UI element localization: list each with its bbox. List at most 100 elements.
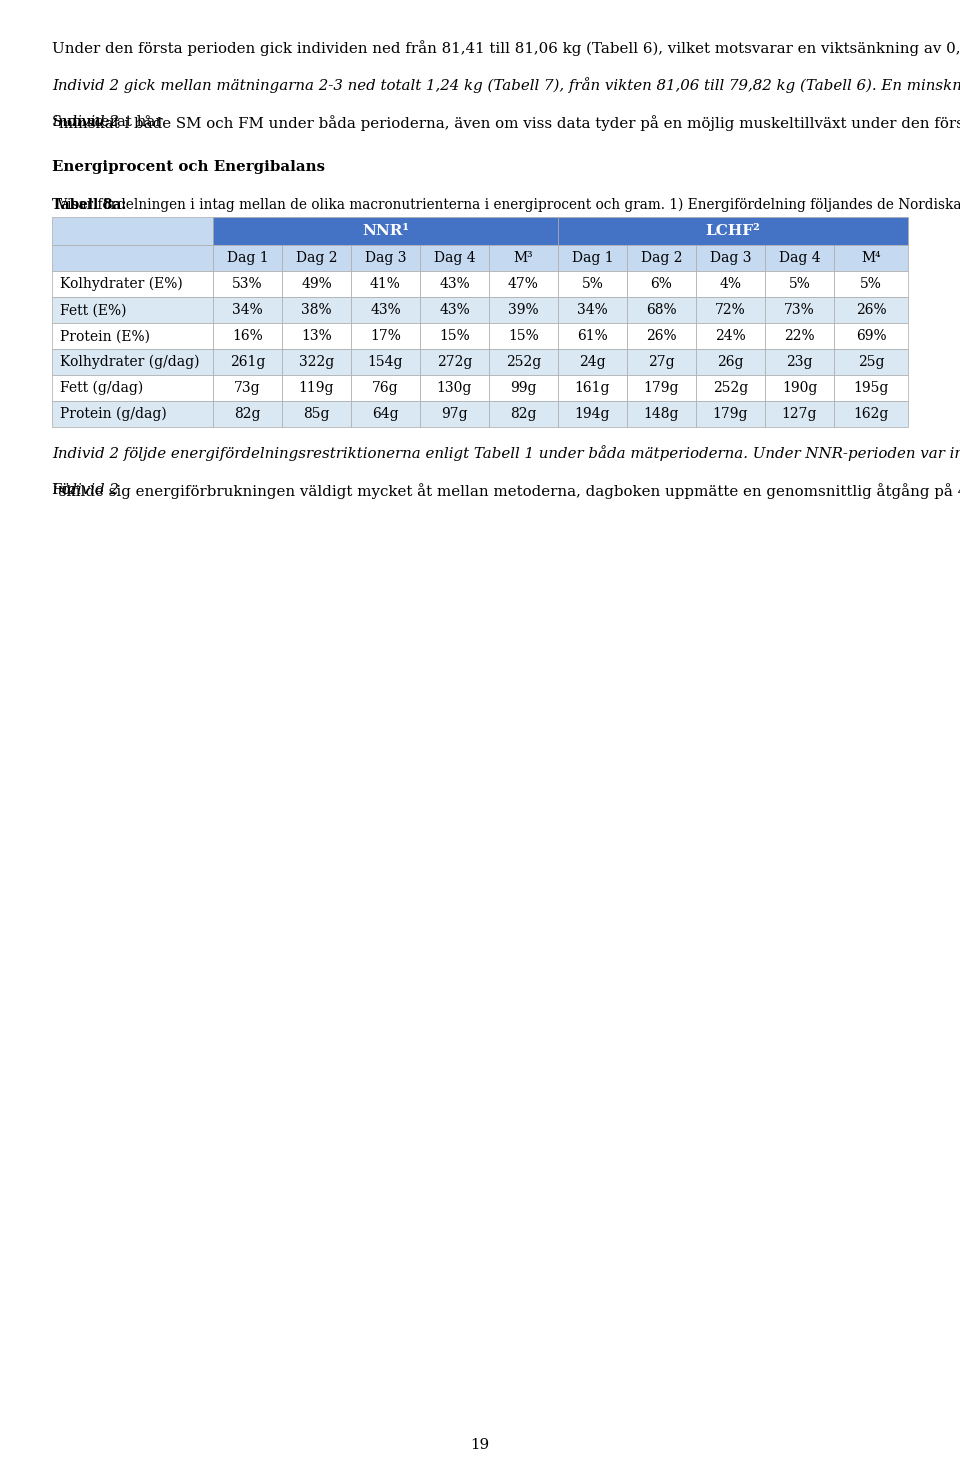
Bar (213, 272, 282, 297)
Bar (696, 350, 765, 375)
Text: 127g: 127g (781, 407, 817, 421)
Text: Dag 2: Dag 2 (640, 251, 683, 266)
Text: M³: M³ (514, 251, 534, 266)
Bar (351, 350, 420, 375)
Text: 252g: 252g (506, 356, 541, 369)
Text: 322g: 322g (299, 356, 334, 369)
Bar (765, 272, 834, 297)
Bar (420, 297, 489, 323)
Bar (420, 323, 489, 350)
Text: 179g: 179g (712, 407, 748, 421)
Text: NNR¹: NNR¹ (362, 224, 409, 238)
Text: 73g: 73g (234, 381, 261, 396)
Text: Individ 2 följde energifördelningsrestriktionerna enligt Tabell 1 under båda mät: Individ 2 följde energifördelningsrestri… (52, 446, 960, 461)
Bar (627, 375, 696, 401)
Bar (52, 350, 213, 375)
Text: 25g: 25g (857, 356, 884, 369)
Text: Individ 2 gick mellan mätningarna 2-3 ned totalt 1,24 kg (Tabell 7), från vikten: Individ 2 gick mellan mätningarna 2-3 ne… (52, 78, 960, 93)
Text: 15%: 15% (508, 329, 539, 344)
Text: M⁴: M⁴ (861, 251, 881, 266)
Text: Dag 1: Dag 1 (227, 251, 268, 266)
Bar (627, 350, 696, 375)
Bar (834, 323, 908, 350)
Bar (558, 245, 627, 272)
Bar (420, 401, 489, 427)
Bar (627, 245, 696, 272)
Bar (834, 375, 908, 401)
Bar (282, 245, 351, 272)
Text: 15%: 15% (439, 329, 469, 344)
Text: 6%: 6% (651, 277, 672, 291)
Text: 261g: 261g (229, 356, 265, 369)
Bar (489, 323, 558, 350)
Text: 252g: 252g (713, 381, 748, 396)
Bar (696, 323, 765, 350)
Text: 64g: 64g (372, 407, 398, 421)
Text: Dag 1: Dag 1 (572, 251, 613, 266)
Bar (558, 401, 627, 427)
Bar (213, 350, 282, 375)
Bar (765, 401, 834, 427)
Text: 97g: 97g (442, 407, 468, 421)
Text: 38%: 38% (301, 303, 332, 317)
Bar (52, 272, 213, 297)
Text: 17%: 17% (370, 329, 401, 344)
Text: 43%: 43% (439, 277, 469, 291)
Bar (696, 375, 765, 401)
Text: 154g: 154g (368, 356, 403, 369)
Bar (489, 297, 558, 323)
Text: 148g: 148g (644, 407, 680, 421)
Text: 53%: 53% (232, 277, 263, 291)
Text: 82g: 82g (234, 407, 261, 421)
Bar (834, 401, 908, 427)
Bar (627, 297, 696, 323)
Text: 61%: 61% (577, 329, 608, 344)
Bar (558, 323, 627, 350)
Text: 39%: 39% (508, 303, 539, 317)
Text: skilde sig energiförbrukningen väldigt mycket åt mellan metoderna, dagboken uppm: skilde sig energiförbrukningen väldigt m… (54, 483, 960, 499)
Bar (489, 375, 558, 401)
Bar (627, 323, 696, 350)
Bar (696, 272, 765, 297)
Text: 27g: 27g (648, 356, 675, 369)
Bar (213, 297, 282, 323)
Bar (558, 297, 627, 323)
Text: Dag 3: Dag 3 (365, 251, 406, 266)
Bar (351, 375, 420, 401)
Bar (765, 297, 834, 323)
Bar (52, 217, 213, 245)
Text: Dag 4: Dag 4 (434, 251, 475, 266)
Text: Tabell 8a:: Tabell 8a: (52, 198, 127, 213)
Bar (282, 272, 351, 297)
Text: 16%: 16% (232, 329, 263, 344)
Text: 13%: 13% (301, 329, 332, 344)
Bar (420, 245, 489, 272)
Bar (489, 272, 558, 297)
Bar (52, 245, 213, 272)
Bar (834, 297, 908, 323)
Bar (420, 375, 489, 401)
Bar (52, 297, 213, 323)
Bar (213, 375, 282, 401)
Text: 190g: 190g (781, 381, 817, 396)
Text: Dag 4: Dag 4 (779, 251, 820, 266)
Text: 272g: 272g (437, 356, 472, 369)
Bar (489, 245, 558, 272)
Text: LCHF²: LCHF² (706, 224, 760, 238)
Text: 161g: 161g (575, 381, 611, 396)
Bar (696, 245, 765, 272)
Text: 69%: 69% (855, 329, 886, 344)
Bar (213, 245, 282, 272)
Text: 72%: 72% (715, 303, 746, 317)
Text: 24%: 24% (715, 329, 746, 344)
Text: 82g: 82g (511, 407, 537, 421)
Text: 43%: 43% (439, 303, 469, 317)
Bar (213, 217, 558, 245)
Bar (765, 375, 834, 401)
Bar (213, 401, 282, 427)
Bar (351, 245, 420, 272)
Text: Fett (E%): Fett (E%) (60, 303, 127, 317)
Bar (696, 297, 765, 323)
Text: 194g: 194g (575, 407, 611, 421)
Text: Summerat har: Summerat har (52, 115, 167, 128)
